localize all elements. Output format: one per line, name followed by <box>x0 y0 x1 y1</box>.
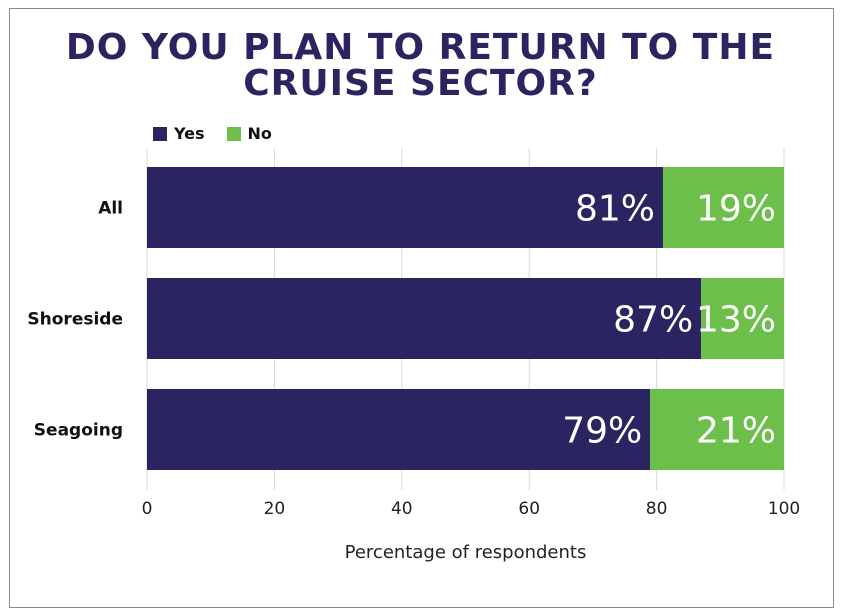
legend-item-no: No <box>226 124 272 143</box>
bars <box>147 167 784 470</box>
chart-title: DO YOU PLAN TO RETURN TO THE CRUISE SECT… <box>0 30 841 102</box>
bar-chart: 81% 19%87% 13%79% 21% AllShoresideSeagoing … <box>27 148 801 519</box>
x-axis-label: Percentage of respondents <box>344 542 587 563</box>
x-tick-label: 20 <box>264 499 286 519</box>
bar-no <box>701 278 784 359</box>
data-label-no: 13% <box>696 300 776 341</box>
data-label-yes: 79% <box>562 411 642 452</box>
data-label-no: 19% <box>696 189 776 230</box>
category-label: Shoreside <box>27 310 123 330</box>
legend-item-yes: Yes <box>153 124 205 143</box>
data-label-no: 21% <box>696 411 776 452</box>
bar-no <box>662 167 784 248</box>
chart-title-line-1: DO YOU PLAN TO RETURN TO THE <box>65 27 776 68</box>
legend-swatch-no <box>226 126 241 141</box>
x-tick-label: 60 <box>518 499 540 519</box>
x-tick-label: 100 <box>768 499 800 519</box>
legend-label-yes: Yes <box>174 124 205 143</box>
x-tick-labels: 0 20 40 60 80 100 <box>142 499 801 519</box>
x-tick-label: 80 <box>646 499 668 519</box>
chart-legend: Yes No <box>153 124 294 143</box>
category-label: Seagoing <box>34 421 123 441</box>
legend-label-no: No <box>247 124 272 143</box>
category-label: All <box>98 199 123 219</box>
bar-no <box>650 389 784 470</box>
bar-yes <box>147 278 702 359</box>
x-tick-label: 0 <box>142 499 153 519</box>
chart-title-line-2: CRUISE SECTOR? <box>243 63 598 104</box>
data-labels: 81% 19% 87% 13% 79% 21% <box>562 189 776 452</box>
bar-yes <box>147 389 651 470</box>
data-label-yes: 87% <box>613 300 693 341</box>
x-tick-label: 40 <box>391 499 413 519</box>
category-labels: All Shoreside Seagoing <box>27 199 123 441</box>
legend-swatch-yes <box>153 126 167 141</box>
bar-yes <box>147 167 663 248</box>
data-label-yes: 81% <box>575 189 655 230</box>
